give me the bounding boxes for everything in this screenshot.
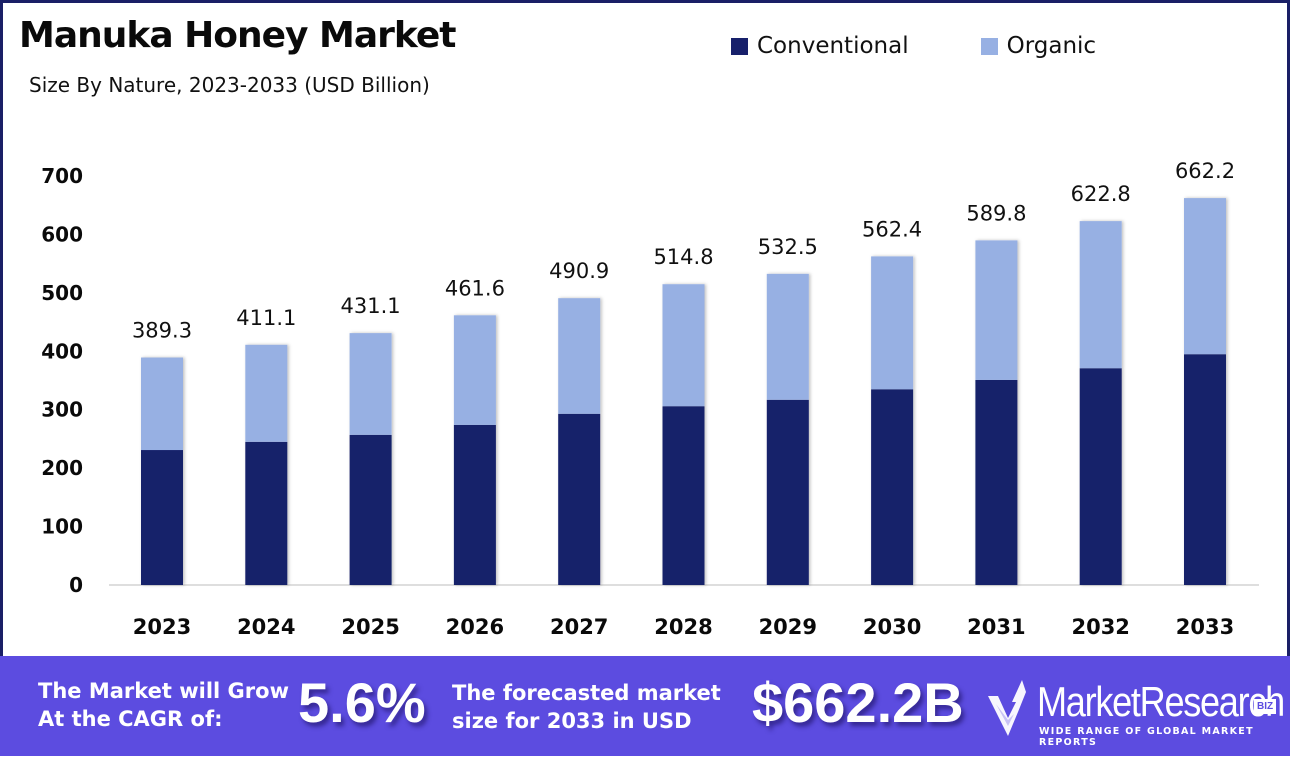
legend: Conventional Organic (731, 33, 1096, 59)
bar-conventional-2033[interactable] (1184, 354, 1226, 585)
x-tick-label: 2029 (759, 615, 817, 639)
bar-stack-2026 (453, 315, 496, 585)
x-tick-label: 2031 (967, 615, 1025, 639)
y-tick-label: 400 (41, 339, 83, 363)
cagr-label-line1: The Market will Grow (38, 679, 289, 703)
bar-stack-2029 (766, 273, 809, 585)
x-tick-label: 2023 (133, 615, 191, 639)
y-tick-label: 100 (41, 515, 83, 539)
chart-subtitle: Size By Nature, 2023-2033 (USD Billion) (29, 73, 430, 97)
x-tick-label: 2025 (341, 615, 399, 639)
bar-organic-2033[interactable] (1184, 198, 1226, 355)
bar-conventional-2025[interactable] (349, 434, 392, 585)
x-tick-label: 2027 (550, 615, 608, 639)
forecast-value: $662.2B (752, 671, 964, 734)
bar-conventional-2032[interactable] (1079, 368, 1122, 585)
logo-tagline: WIDE RANGE OF GLOBAL MARKET REPORTS (1039, 726, 1254, 748)
bar-stack-2024 (245, 344, 288, 585)
y-tick-label: 300 (41, 398, 83, 422)
bar-conventional-2026[interactable] (453, 424, 496, 585)
bar-conventional-2029[interactable] (766, 399, 809, 585)
bar-organic-2029[interactable] (766, 273, 809, 400)
bar-organic-2027[interactable] (558, 298, 601, 414)
legend-swatch-organic (980, 37, 998, 55)
bar-total-label: 532.5 (758, 235, 818, 259)
forecast-label-line2: size for 2033 in USD (452, 709, 692, 733)
legend-item-conventional[interactable]: Conventional (731, 33, 909, 59)
y-tick-label: 700 (41, 164, 83, 188)
bar-organic-2032[interactable] (1079, 221, 1122, 369)
logo-badge: BIZ (1254, 699, 1277, 714)
y-tick-label: 0 (69, 573, 83, 597)
x-tick-label: 2026 (446, 615, 504, 639)
y-axis: 0 100 200 300 400 500 600 700 (41, 164, 83, 597)
y-tick-label: 500 (41, 281, 83, 305)
bar-total-label: 389.3 (132, 319, 192, 343)
bar-total-label: 514.8 (653, 245, 713, 269)
forecast-label: The forecasted market size for 2033 in U… (452, 679, 721, 735)
x-tick-label: 2033 (1176, 615, 1234, 639)
bar-conventional-2030[interactable] (871, 389, 914, 585)
bar-conventional-2024[interactable] (245, 441, 288, 585)
bars: 389.3 411.1 431.1 461.6 490.9 514.8 532.5 562.4… (132, 159, 1235, 585)
legend-label-conventional: Conventional (757, 33, 909, 59)
x-tick-label: 2024 (237, 615, 295, 639)
bar-organic-2026[interactable] (453, 315, 496, 425)
bar-conventional-2027[interactable] (558, 413, 601, 585)
x-tick-label: 2030 (863, 615, 921, 639)
bar-organic-2030[interactable] (871, 256, 914, 390)
bar-stack-2033 (1184, 198, 1226, 585)
legend-item-organic[interactable]: Organic (980, 33, 1097, 59)
cagr-label-line2: At the CAGR of: (38, 707, 223, 731)
bar-organic-2028[interactable] (662, 284, 705, 407)
cagr-value: 5.6% (298, 671, 426, 734)
bar-total-label: 411.1 (236, 306, 296, 330)
bar-stack-2023 (141, 357, 183, 585)
x-axis: 2023 2024 2025 2026 2027 2028 2029 2030 2031 2032… (133, 615, 1234, 639)
bar-conventional-2031[interactable] (975, 379, 1018, 585)
bar-stack-2027 (558, 298, 601, 585)
forecast-label-line1: The forecasted market (452, 681, 721, 705)
bar-total-label: 622.8 (1071, 182, 1131, 206)
summary-banner: The Market will Grow At the CAGR of: 5.6… (0, 656, 1290, 756)
x-tick-label: 2032 (1071, 615, 1129, 639)
bar-organic-2024[interactable] (245, 344, 288, 442)
chart-frame: Manuka Honey Market Size By Nature, 2023… (0, 0, 1290, 656)
y-tick-label: 600 (41, 222, 83, 246)
bar-organic-2031[interactable] (975, 240, 1018, 380)
bar-chart: 0 100 200 300 400 500 600 700 389.3 411.1 431.1 46… (41, 159, 1259, 639)
bar-total-label: 461.6 (445, 276, 505, 300)
bar-conventional-2028[interactable] (662, 406, 705, 585)
legend-label-organic: Organic (1006, 33, 1097, 59)
chart-title: Manuka Honey Market (19, 15, 457, 56)
bar-stack-2025 (349, 333, 392, 585)
bar-organic-2023[interactable] (141, 357, 183, 451)
bar-total-label: 662.2 (1175, 159, 1235, 183)
x-tick-label: 2028 (654, 615, 712, 639)
legend-swatch-conventional (731, 37, 748, 55)
bar-total-label: 431.1 (341, 294, 401, 318)
logo-name: MarketResearch (1037, 678, 1285, 725)
cagr-label: The Market will Grow At the CAGR of: (38, 677, 289, 733)
bar-organic-2025[interactable] (349, 333, 392, 435)
bar-stack-2032 (1079, 221, 1122, 585)
logo-check-icon (988, 680, 1026, 736)
bar-total-label: 490.9 (549, 259, 609, 283)
bar-stack-2031 (975, 240, 1018, 585)
bar-total-label: 562.4 (862, 217, 922, 241)
bar-stack-2030 (871, 256, 914, 585)
bar-stack-2028 (662, 284, 705, 585)
bar-total-label: 589.8 (966, 201, 1026, 225)
y-tick-label: 200 (41, 456, 83, 480)
bar-conventional-2023[interactable] (141, 450, 183, 585)
